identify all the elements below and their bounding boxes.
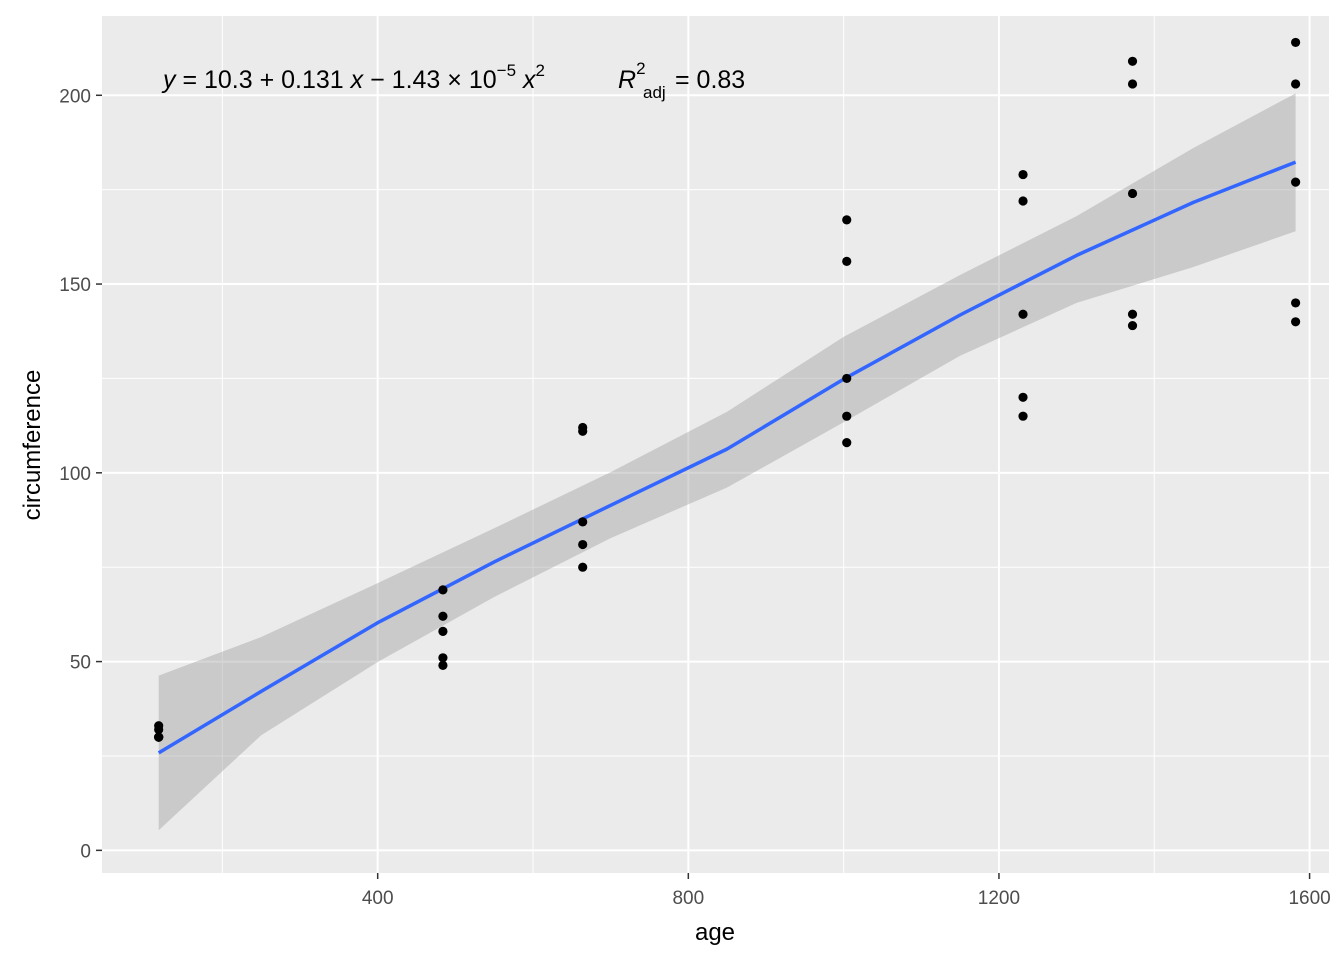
plot-panel: [102, 16, 1329, 873]
data-point: [842, 438, 852, 448]
data-point: [842, 373, 852, 384]
y-tick-label: 50: [70, 653, 91, 674]
eq-y-var: y: [161, 66, 177, 94]
eq-coefficients: = 10.3 + 0.131: [182, 66, 343, 94]
eq-x2-var: x: [522, 66, 537, 94]
data-point: [1018, 309, 1028, 319]
r-superscript: 2: [636, 59, 645, 78]
data-point: [1291, 317, 1301, 327]
data-point: [1291, 37, 1301, 48]
data-point: [438, 626, 448, 636]
y-tick-label: 150: [59, 275, 91, 296]
r-var: R: [618, 66, 636, 94]
data-point: [1127, 320, 1138, 331]
fit-line-layer: [157, 160, 1297, 755]
regression-equation: y = 10.3 + 0.131 x − 1.43 × 10−5 x2: [161, 54, 545, 94]
data-point: [578, 562, 588, 572]
data-point: [842, 411, 852, 421]
confidence-ribbon-layer: [158, 93, 1296, 831]
data-point: [1127, 188, 1138, 199]
y-tick-label: 0: [80, 841, 91, 862]
y-tick-label: 100: [59, 464, 91, 485]
confidence-ribbon: [158, 93, 1296, 831]
x-tick-label: 400: [362, 888, 394, 909]
data-point: [1291, 177, 1301, 187]
data-point: [438, 653, 448, 663]
data-point: [154, 724, 164, 735]
data-point: [1291, 298, 1301, 308]
y-axis-ticks: 0 50 100 150 200: [59, 86, 102, 862]
data-point: [578, 422, 588, 433]
x-axis-title: age: [695, 919, 735, 946]
r-subscript: adj: [643, 83, 666, 102]
data-point: [1127, 79, 1138, 89]
data-point: [578, 539, 588, 550]
data-points: [154, 37, 1301, 742]
data-point: [1018, 411, 1028, 421]
data-point: [438, 660, 448, 670]
fit-line: [157, 160, 1297, 755]
eq-x2-exponent: 2: [535, 61, 544, 80]
y-tick-label: 200: [59, 86, 91, 107]
x-tick-label: 1200: [978, 888, 1020, 909]
r-value: = 0.83: [675, 66, 745, 94]
eq-exponent: −5: [497, 61, 516, 80]
data-point: [578, 517, 588, 527]
x-tick-label: 800: [672, 888, 704, 909]
data-point: [1291, 79, 1301, 89]
eq-x-var: x: [350, 66, 365, 94]
x-tick-label: 1600: [1288, 888, 1330, 909]
data-point: [842, 256, 852, 266]
data-point: [438, 585, 448, 595]
data-point: [1018, 169, 1028, 180]
data-point: [1127, 309, 1138, 319]
y-axis-title: circumference: [19, 370, 46, 521]
data-point: [842, 215, 852, 225]
data-point: [438, 611, 448, 621]
data-point: [154, 732, 164, 742]
data-point: [1127, 56, 1138, 66]
eq-quadratic-coef: − 1.43 × 10: [370, 66, 497, 94]
data-point: [1018, 392, 1028, 402]
data-point: [1018, 196, 1028, 206]
r-squared-label: R2 adj = 0.83: [618, 52, 745, 104]
major-gridlines: [102, 16, 1329, 873]
x-axis-ticks: 400 800 1200 1600: [362, 873, 1331, 909]
